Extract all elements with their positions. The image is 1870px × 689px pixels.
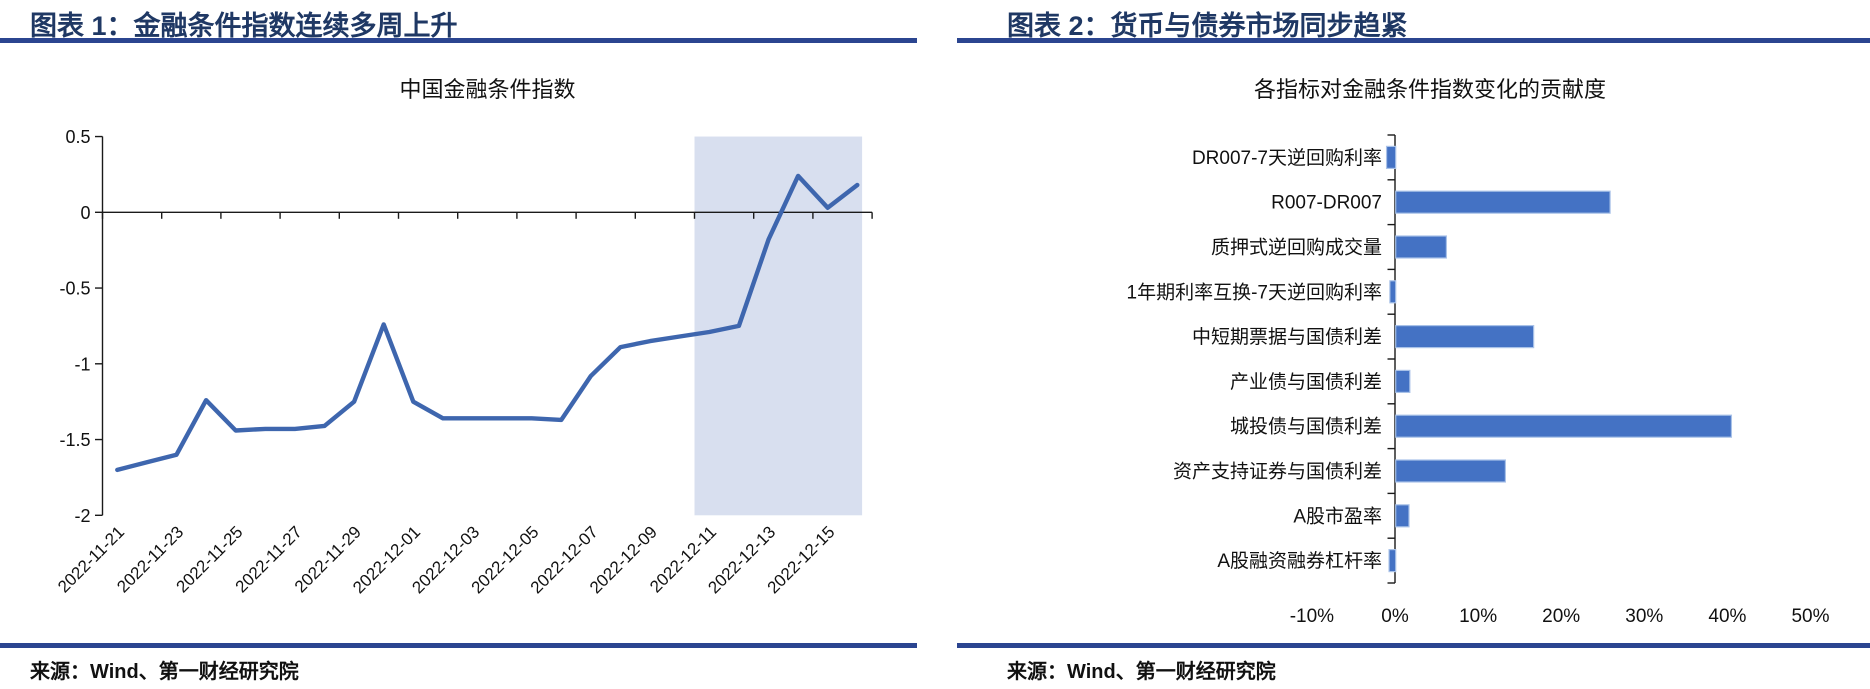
svg-text:1年期利率互换-7天逆回购利率: 1年期利率互换-7天逆回购利率 bbox=[1127, 281, 1382, 303]
x-tick-labels: 2022-11-212022-11-232022-11-252022-11-27… bbox=[54, 522, 838, 597]
highlight-region bbox=[694, 136, 863, 516]
bar bbox=[1395, 369, 1411, 393]
chart1-bottom-rule bbox=[0, 643, 917, 648]
bar bbox=[1385, 145, 1397, 169]
svg-text:质押式逆回购成交量: 质押式逆回购成交量 bbox=[1211, 237, 1382, 259]
svg-text:20%: 20% bbox=[1542, 606, 1580, 627]
category-labels: DR007-7天逆回购利率 R007-DR007 质押式逆回购成交量 1年期利率互换-… bbox=[1127, 147, 1382, 572]
svg-text:0%: 0% bbox=[1381, 606, 1409, 627]
svg-text:城投债与国债利差: 城投债与国债利差 bbox=[1230, 416, 1382, 438]
fci-line-chart: 0.5 0 -0.5 -1 -1.5 -22022-11-212022-11-232022… bbox=[54, 127, 873, 597]
svg-text:30%: 30% bbox=[1625, 606, 1663, 627]
x-axis bbox=[101, 211, 873, 219]
svg-text:A股融资融券杠杆率: A股融资融券杠杆率 bbox=[1217, 550, 1382, 572]
y-tick-labels: 0.5 0 -0.5 -1 -1.5 -2 bbox=[59, 127, 90, 526]
svg-text:0: 0 bbox=[80, 203, 90, 223]
percent-axis-labels: -10% 0% 10% 20% 30% 40% 50% bbox=[1290, 606, 1830, 627]
contribution-bar-chart: DR007-7天逆回购利率 R007-DR007 质押式逆回购成交量 1年期利率互换-… bbox=[1127, 134, 1830, 627]
bar bbox=[1395, 325, 1535, 349]
bar bbox=[1389, 280, 1397, 304]
svg-text:DR007-7天逆回购利率: DR007-7天逆回购利率 bbox=[1192, 147, 1382, 169]
svg-text:-1: -1 bbox=[74, 354, 90, 374]
bar bbox=[1395, 190, 1611, 214]
chart1-header-title: 图表 1：金融条件指数连续多周上升 bbox=[30, 11, 458, 41]
line-series bbox=[115, 173, 860, 473]
panel-chart2: 图表 2：货币与债券市场同步趋紧 各指标对金融条件指数变化的贡献度 DR007-… bbox=[957, 0, 1870, 689]
chart2-title: 各指标对金融条件指数变化的贡献度 bbox=[1253, 77, 1606, 102]
chart1-source: 来源：Wind、第一财经研究院 bbox=[30, 661, 299, 683]
bar bbox=[1395, 414, 1733, 438]
bar bbox=[1395, 504, 1410, 528]
chart2-bottom-rule bbox=[957, 643, 1870, 648]
bar bbox=[1388, 548, 1397, 573]
svg-text:产业债与国债利差: 产业债与国债利差 bbox=[1230, 371, 1382, 393]
svg-text:R007-DR007: R007-DR007 bbox=[1271, 193, 1382, 214]
svg-text:40%: 40% bbox=[1708, 606, 1746, 627]
svg-text:-0.5: -0.5 bbox=[59, 279, 90, 299]
svg-text:资产支持证券与国债利差: 资产支持证券与国债利差 bbox=[1173, 461, 1382, 483]
bar bbox=[1395, 459, 1506, 483]
chart1-header-rule bbox=[0, 38, 917, 43]
svg-text:-2: -2 bbox=[74, 506, 90, 526]
svg-text:中短期票据与国债利差: 中短期票据与国债利差 bbox=[1192, 326, 1382, 348]
chart2-header-title: 图表 2：货币与债券市场同步趋紧 bbox=[1007, 11, 1408, 41]
chart1-title: 中国金融条件指数 bbox=[399, 77, 576, 102]
chart2-source: 来源：Wind、第一财经研究院 bbox=[1007, 661, 1276, 683]
y-axis bbox=[95, 135, 104, 516]
svg-text:0.5: 0.5 bbox=[65, 127, 90, 147]
bar bbox=[1395, 235, 1447, 259]
svg-text:-10%: -10% bbox=[1290, 606, 1334, 627]
svg-text:50%: 50% bbox=[1791, 606, 1829, 627]
category-axis bbox=[1387, 134, 1396, 584]
bars bbox=[1385, 145, 1733, 573]
svg-text:10%: 10% bbox=[1459, 606, 1497, 627]
svg-text:A股市盈率: A股市盈率 bbox=[1293, 505, 1382, 527]
svg-text:-1.5: -1.5 bbox=[59, 430, 90, 450]
chart2-header-rule bbox=[957, 38, 1870, 43]
panel-chart1: 图表 1：金融条件指数连续多周上升 中国金融条件指数 0.5 0 -0.5 -1 -1.… bbox=[0, 0, 917, 689]
